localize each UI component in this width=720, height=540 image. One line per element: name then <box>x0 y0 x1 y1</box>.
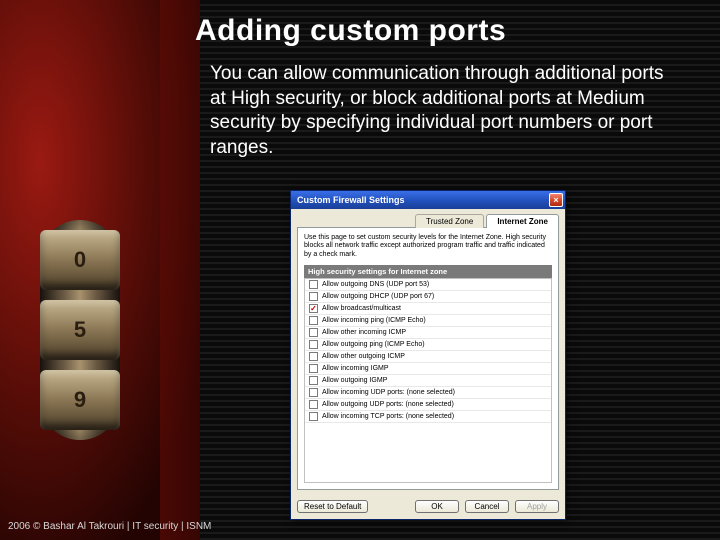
option-row[interactable]: Allow other incoming ICMP <box>305 327 551 339</box>
cancel-button[interactable]: Cancel <box>465 500 509 513</box>
option-label: Allow incoming IGMP <box>322 365 389 372</box>
option-label: Allow outgoing ping (ICMP Echo) <box>322 341 425 348</box>
reset-button[interactable]: Reset to Default <box>297 500 368 513</box>
option-row[interactable]: Allow outgoing IGMP <box>305 375 551 387</box>
option-label: Allow outgoing DHCP (UDP port 67) <box>322 293 434 300</box>
option-row[interactable]: Allow outgoing ping (ICMP Echo) <box>305 339 551 351</box>
checkbox-icon[interactable] <box>309 328 318 337</box>
option-label: Allow broadcast/multicast <box>322 305 401 312</box>
dialog-titlebar[interactable]: Custom Firewall Settings × <box>291 191 565 209</box>
checkbox-icon[interactable] <box>309 352 318 361</box>
tab-trusted-zone[interactable]: Trusted Zone <box>415 214 484 228</box>
option-label: Allow incoming UDP ports: (none selected… <box>322 389 455 396</box>
option-row[interactable]: Allow outgoing DHCP (UDP port 67) <box>305 291 551 303</box>
option-row[interactable]: Allow incoming ping (ICMP Echo) <box>305 315 551 327</box>
tab-label: Internet Zone <box>497 217 548 226</box>
checkbox-icon[interactable]: ✓ <box>309 304 318 313</box>
option-label: Allow outgoing UDP ports: (none selected… <box>322 401 454 408</box>
button-row: Reset to Default OK Cancel Apply <box>291 494 565 519</box>
checkbox-icon[interactable] <box>309 400 318 409</box>
option-row[interactable]: Allow incoming UDP ports: (none selected… <box>305 387 551 399</box>
option-label: Allow outgoing IGMP <box>322 377 387 384</box>
option-label: Allow incoming ping (ICMP Echo) <box>322 317 426 324</box>
apply-button[interactable]: Apply <box>515 500 559 513</box>
checkbox-icon[interactable] <box>309 412 318 421</box>
close-icon: × <box>553 195 558 205</box>
checkbox-icon[interactable] <box>309 388 318 397</box>
option-row[interactable]: ✓ Allow broadcast/multicast <box>305 303 551 315</box>
option-row[interactable]: Allow other outgoing ICMP <box>305 351 551 363</box>
close-button[interactable]: × <box>549 193 563 207</box>
option-row[interactable]: Allow incoming TCP ports: (none selected… <box>305 411 551 423</box>
checkbox-icon[interactable] <box>309 340 318 349</box>
option-label: Allow other incoming ICMP <box>322 329 406 336</box>
option-row[interactable]: Allow outgoing DNS (UDP port 53) <box>305 279 551 291</box>
lock-dial-2: 9 <box>40 370 120 430</box>
zone-header: High security settings for Internet zone <box>304 265 552 278</box>
checkbox-icon[interactable] <box>309 316 318 325</box>
option-row[interactable]: Allow incoming IGMP <box>305 363 551 375</box>
lock-dial-1: 5 <box>40 300 120 360</box>
lock-barrel: 0 5 9 <box>40 220 120 440</box>
option-label: Allow other outgoing ICMP <box>322 353 405 360</box>
tab-label: Trusted Zone <box>426 217 473 226</box>
slide-body: You can allow communication through addi… <box>210 62 680 161</box>
tab-panel: Use this page to set custom security lev… <box>297 227 559 490</box>
option-label: Allow incoming TCP ports: (none selected… <box>322 413 454 420</box>
checkbox-icon[interactable] <box>309 280 318 289</box>
slide-title: Adding custom ports <box>195 14 506 48</box>
ok-button[interactable]: OK <box>415 500 459 513</box>
tab-internet-zone[interactable]: Internet Zone <box>486 214 559 228</box>
checkbox-icon[interactable] <box>309 376 318 385</box>
dialog-title: Custom Firewall Settings <box>297 195 405 205</box>
intro-text: Use this page to set custom security lev… <box>304 234 552 259</box>
left-decor-panel: 0 5 9 <box>0 0 200 540</box>
checkbox-icon[interactable] <box>309 292 318 301</box>
checkbox-icon[interactable] <box>309 364 318 373</box>
footer-credit: 2006 © Bashar Al Takrouri | IT security … <box>8 521 211 532</box>
option-row[interactable]: Allow outgoing UDP ports: (none selected… <box>305 399 551 411</box>
tabs-row: Trusted Zone Internet Zone <box>291 209 565 227</box>
custom-firewall-dialog: Custom Firewall Settings × Trusted Zone … <box>290 190 566 520</box>
options-list[interactable]: Allow outgoing DNS (UDP port 53) Allow ou… <box>304 278 552 483</box>
option-label: Allow outgoing DNS (UDP port 53) <box>322 281 429 288</box>
lock-dial-0: 0 <box>40 230 120 290</box>
